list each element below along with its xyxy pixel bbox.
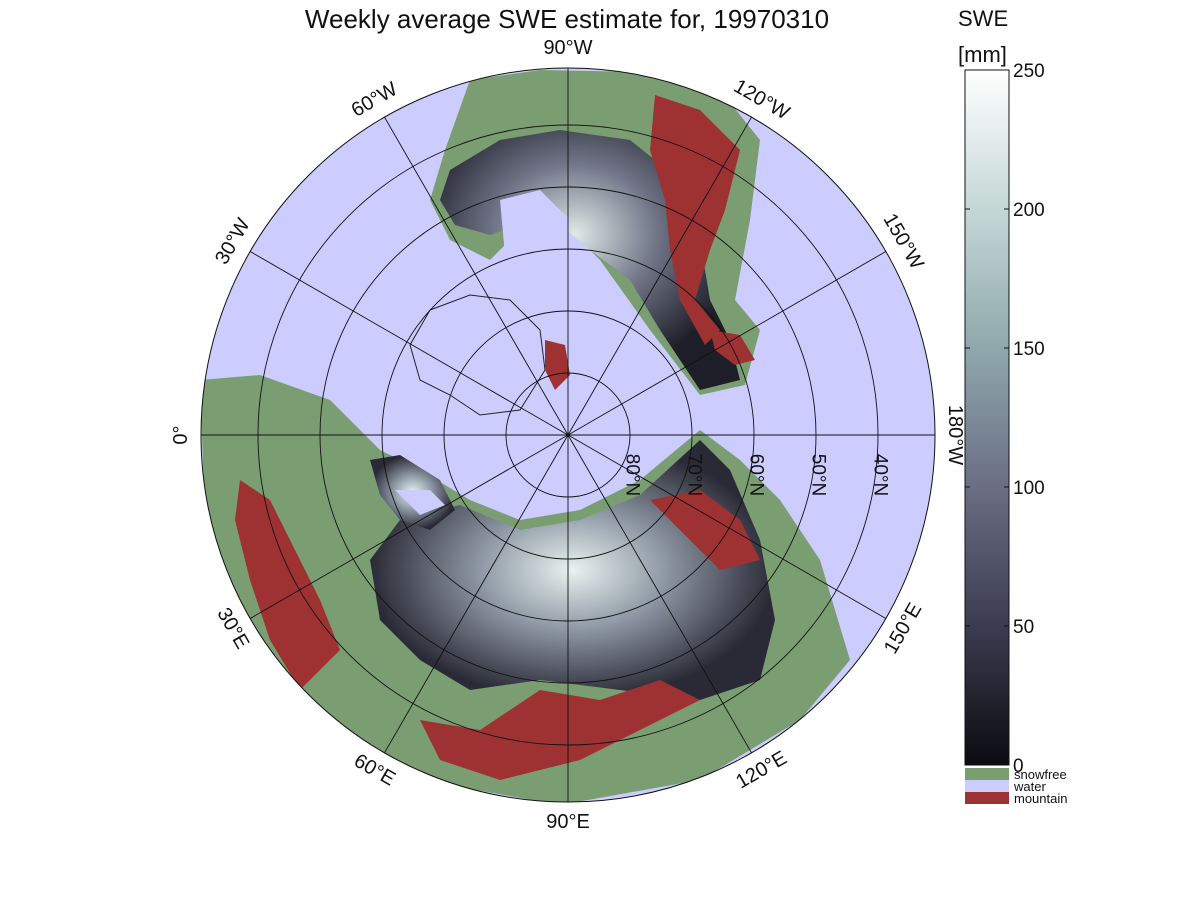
legend-label-snowfree: snowfree [1014, 767, 1067, 782]
longitude-label: 180°W [944, 405, 966, 465]
mountain-ellesmere [545, 340, 570, 390]
meridian-line [384, 116, 569, 436]
hudson-bay [500, 190, 570, 275]
latitude-label: 50°N [808, 454, 829, 496]
colorbar-tick-label: 250 [1013, 61, 1045, 82]
latitude-label: 40°N [870, 454, 891, 496]
colorbar: SWE [mm] 0 50 100 150 200 250 snowfreewatermo… [958, 6, 1067, 806]
colorbar-ticks: 0 50 100 150 200 250 [965, 61, 1045, 777]
colorbar-gradient [964, 69, 1010, 766]
map-title: Weekly average SWE estimate for, 1997031… [305, 4, 829, 34]
latitude-labels: 80°N 70°N 60°N 50°N 40°N [622, 454, 891, 496]
legend-swatch-water [965, 780, 1009, 792]
colorbar-tick-label: 150 [1013, 339, 1045, 360]
longitude-label: 0° [170, 425, 192, 444]
meridian-line [567, 434, 887, 619]
mountain-eastsiberia [650, 490, 760, 570]
meridian-line [567, 251, 887, 436]
legend-label-mountain: mountain [1014, 791, 1067, 806]
meridian-line [567, 116, 752, 436]
colorbar-label-swe: SWE [958, 6, 1008, 31]
white-sea [395, 490, 445, 515]
meridian-line [249, 434, 569, 619]
longitude-label: 90°E [546, 811, 590, 833]
meridian-line [384, 434, 569, 754]
latitude-label: 60°N [746, 454, 767, 496]
legend-swatch-mountain [965, 792, 1009, 804]
colorbar-tick-label: 200 [1013, 200, 1045, 221]
polar-map [200, 67, 936, 803]
meridian-line [567, 434, 752, 754]
meridian-line [249, 251, 569, 436]
colorbar-tick-label: 50 [1013, 617, 1034, 638]
mountain-alps [235, 480, 340, 690]
map-border [200, 67, 936, 803]
mountain-rockies [650, 95, 740, 345]
colorbar-tick-label: 0 [1013, 756, 1024, 777]
graticule [201, 68, 935, 802]
longitude-label: 90°W [543, 37, 592, 59]
land-layer [201, 70, 850, 802]
latitude-label: 80°N [622, 454, 643, 496]
colorbar-tick-label: 100 [1013, 478, 1045, 499]
legend-swatch-snowfree [965, 768, 1009, 780]
latitude-label: 70°N [684, 454, 705, 496]
legend-label-water: water [1013, 779, 1046, 794]
mountain-himalaya [420, 680, 700, 780]
colorbar-label-unit: [mm] [958, 42, 1007, 67]
